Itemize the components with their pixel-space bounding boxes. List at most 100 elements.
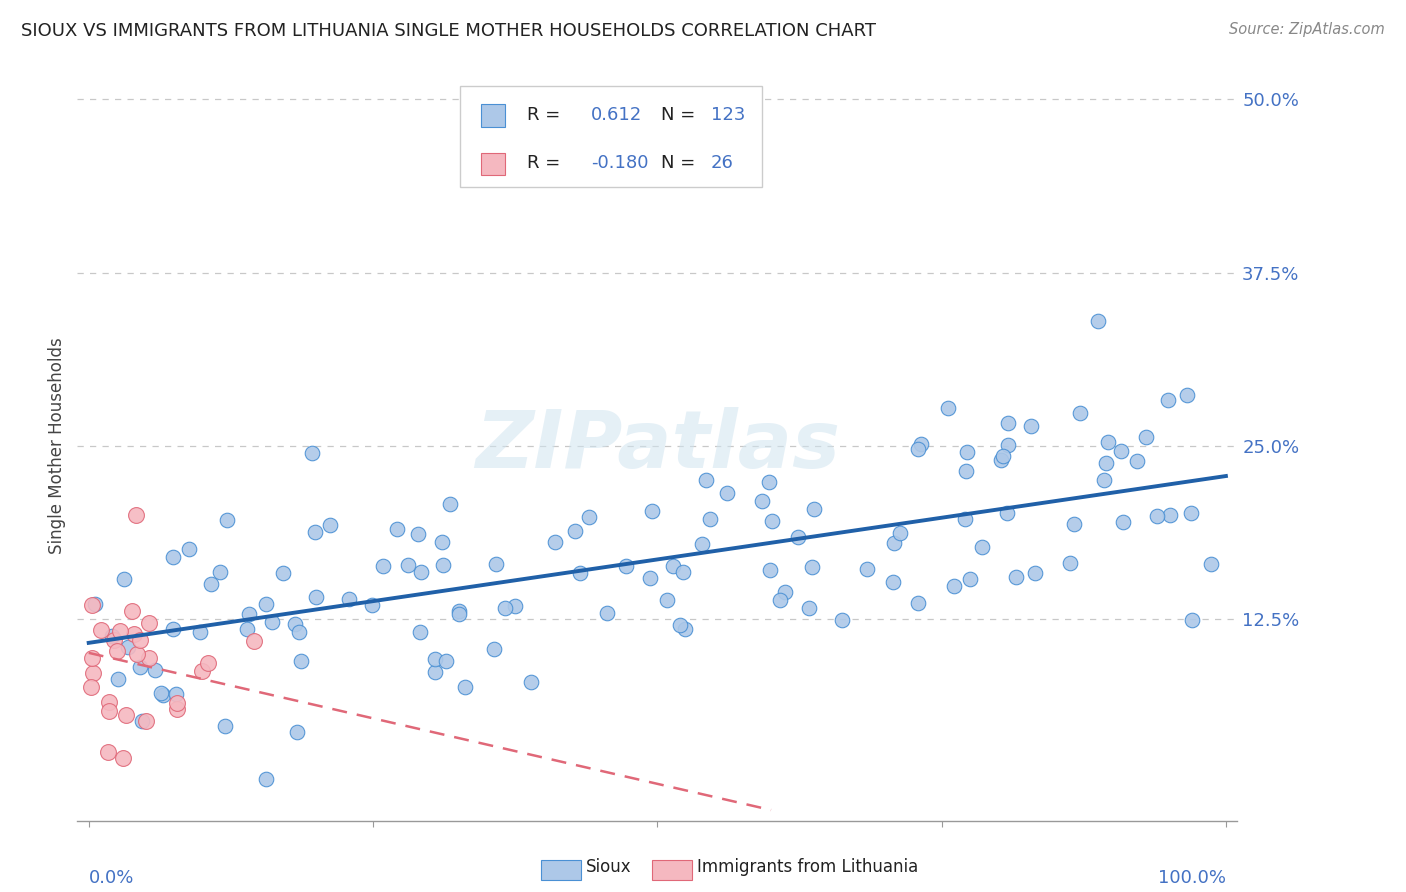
Point bbox=[115, 707, 138, 722]
Point bbox=[758, 475, 780, 490]
Point bbox=[503, 599, 526, 614]
Point bbox=[143, 663, 166, 677]
Point bbox=[596, 606, 619, 620]
Point bbox=[108, 624, 131, 638]
Point bbox=[165, 687, 187, 701]
Point bbox=[1112, 515, 1135, 529]
Point bbox=[101, 629, 124, 643]
Point bbox=[319, 517, 342, 532]
Point bbox=[669, 617, 692, 632]
Point bbox=[990, 453, 1012, 467]
Point bbox=[80, 681, 103, 695]
Point bbox=[162, 550, 184, 565]
Point bbox=[80, 599, 103, 613]
Point bbox=[1059, 556, 1081, 570]
Point bbox=[84, 597, 107, 611]
Point bbox=[285, 725, 308, 739]
FancyBboxPatch shape bbox=[481, 153, 505, 176]
Point bbox=[991, 449, 1014, 463]
Point bbox=[432, 535, 454, 549]
Point bbox=[1109, 444, 1132, 458]
Point bbox=[889, 526, 911, 541]
Point bbox=[284, 616, 307, 631]
FancyBboxPatch shape bbox=[481, 104, 505, 127]
Point bbox=[97, 745, 120, 759]
Point bbox=[1126, 454, 1149, 468]
Point bbox=[675, 622, 697, 636]
Point bbox=[238, 607, 260, 622]
Point bbox=[124, 508, 146, 523]
Point bbox=[423, 652, 446, 666]
Point bbox=[1199, 558, 1222, 572]
Point bbox=[447, 604, 470, 618]
Point bbox=[856, 562, 879, 576]
Point bbox=[82, 651, 104, 665]
Point bbox=[768, 593, 790, 607]
Text: N =: N = bbox=[661, 105, 695, 124]
Point bbox=[214, 718, 236, 732]
Point bbox=[797, 601, 820, 615]
Point bbox=[103, 632, 125, 647]
Point bbox=[288, 625, 311, 640]
Point bbox=[290, 654, 312, 668]
Point bbox=[107, 672, 129, 686]
Point bbox=[135, 714, 157, 729]
Point bbox=[970, 540, 993, 554]
Text: 100.0%: 100.0% bbox=[1159, 869, 1226, 888]
Point bbox=[1146, 508, 1168, 523]
Point bbox=[494, 600, 516, 615]
Point bbox=[564, 524, 586, 539]
Point bbox=[695, 473, 717, 487]
Point bbox=[179, 541, 201, 556]
Point bbox=[758, 563, 780, 577]
Point bbox=[1181, 613, 1204, 627]
Point bbox=[304, 525, 326, 540]
Point bbox=[439, 497, 461, 511]
Point bbox=[217, 513, 239, 527]
Text: Sioux: Sioux bbox=[586, 858, 631, 876]
Point bbox=[254, 772, 277, 786]
Point bbox=[271, 566, 294, 581]
Point bbox=[166, 702, 188, 716]
Point bbox=[1024, 566, 1046, 580]
Point bbox=[197, 656, 219, 670]
Point bbox=[117, 640, 139, 654]
Point bbox=[485, 557, 508, 571]
Text: N =: N = bbox=[661, 154, 695, 172]
Point bbox=[409, 565, 432, 579]
Point bbox=[997, 438, 1019, 452]
Point bbox=[1135, 430, 1157, 444]
Point bbox=[716, 486, 738, 500]
Point bbox=[942, 579, 965, 593]
Point bbox=[1157, 392, 1180, 407]
Point bbox=[699, 512, 721, 526]
Point bbox=[90, 623, 112, 637]
Point bbox=[1019, 418, 1042, 433]
Point bbox=[152, 688, 174, 702]
Point bbox=[831, 614, 853, 628]
Point bbox=[1069, 406, 1091, 420]
Point bbox=[614, 559, 637, 574]
Text: R =: R = bbox=[527, 105, 561, 124]
Point bbox=[162, 622, 184, 636]
Point bbox=[409, 625, 432, 640]
Point bbox=[1095, 457, 1118, 471]
Point bbox=[907, 442, 929, 456]
Point bbox=[1087, 314, 1109, 328]
Point bbox=[301, 446, 323, 460]
Point bbox=[997, 416, 1019, 430]
Text: ZIPatlas: ZIPatlas bbox=[475, 407, 839, 485]
Point bbox=[641, 504, 664, 518]
Point bbox=[672, 565, 695, 579]
Point bbox=[97, 695, 120, 709]
Point bbox=[447, 607, 470, 621]
Point bbox=[243, 633, 266, 648]
Point bbox=[1175, 388, 1198, 402]
Point bbox=[578, 510, 600, 524]
Point bbox=[956, 445, 979, 459]
Point bbox=[995, 507, 1018, 521]
Point bbox=[1097, 435, 1119, 450]
FancyBboxPatch shape bbox=[460, 87, 762, 187]
Point bbox=[484, 642, 506, 657]
Point bbox=[959, 572, 981, 586]
